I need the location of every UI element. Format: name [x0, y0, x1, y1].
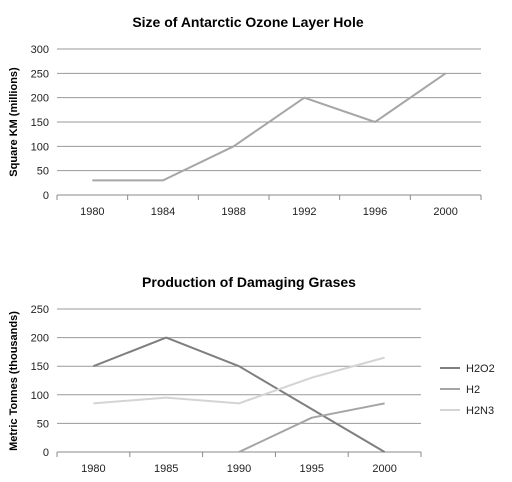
chart1-x-tick-label: 2000	[433, 206, 457, 218]
chart2-y-axis-label: Metric Tonnes (thousands)	[8, 311, 20, 451]
chart1-y-tick-label: 0	[43, 190, 49, 202]
chart2-gridlines	[57, 308, 421, 453]
legend-item-h2: H2	[440, 384, 480, 396]
legend-item-h2n3: H2N3	[440, 405, 494, 417]
chart1-title: Size of Antarctic Ozone Layer Hole	[132, 14, 364, 30]
chart1-y-tick-label: 50	[37, 166, 49, 178]
chart2-series-line-h2n3	[93, 356, 385, 405]
chart2-series-line-h2	[238, 402, 385, 453]
legend-label-h2: H2	[466, 384, 480, 396]
legend-label-h2o2: H2O2	[466, 363, 495, 375]
chart1-y-tick-label: 150	[31, 117, 49, 129]
legend-label-h2n3: H2N3	[466, 405, 494, 417]
chart2-y-tick-label: 200	[31, 333, 49, 345]
chart1-y-tick-label: 100	[31, 141, 49, 153]
chart2-y-tick-label: 250	[31, 304, 49, 316]
damaging-grases-chart: Production of Damaging Grases Metric Ton…	[8, 274, 495, 475]
chart2-x-ticks: 1980 1985 1990 1995 2000	[56, 452, 422, 475]
chart2-title: Production of Damaging Grases	[142, 274, 356, 290]
chart1-gridlines	[57, 48, 481, 196]
chart2-series-line-h2o2	[93, 336, 386, 453]
chart2-y-tick-label: 50	[37, 418, 49, 430]
chart2-x-tick-label: 1985	[154, 463, 178, 475]
legend-item-h2o2: H2O2	[440, 363, 495, 375]
chart2-x-tick-label: 2000	[372, 463, 396, 475]
chart2-y-tick-label: 100	[31, 390, 49, 402]
chart1-x-tick-label: 1992	[292, 206, 316, 218]
ozone-hole-chart: Size of Antarctic Ozone Layer Hole Squar…	[8, 14, 482, 218]
chart2-y-tick-label: 0	[43, 447, 49, 459]
chart1-series-line-0	[92, 72, 447, 182]
chart1-series	[92, 72, 447, 182]
chart2-x-tick-label: 1995	[300, 463, 324, 475]
chart1-y-axis-label: Square KM (millions)	[8, 67, 20, 177]
chart2-legend: H2O2 H2 H2N3	[440, 363, 495, 417]
chart2-x-tick-label: 1990	[227, 463, 251, 475]
chart1-x-tick-label: 1984	[151, 206, 175, 218]
chart2-series	[93, 336, 386, 453]
chart1-x-tick-label: 1996	[363, 206, 387, 218]
chart1-y-tick-label: 250	[31, 68, 49, 80]
chart1-y-tick-label: 200	[31, 93, 49, 105]
chart2-y-tick-label: 150	[31, 361, 49, 373]
chart2-y-ticks: 0 50 100 150 200 250	[31, 304, 49, 459]
chart1-y-tick-label: 300	[31, 44, 49, 56]
chart1-y-ticks: 0 50 100 150 200 250 300	[31, 44, 49, 202]
chart1-x-ticks: 1980 1984 1988 1992 1996 2000	[56, 195, 482, 218]
chart2-x-tick-label: 1980	[81, 463, 105, 475]
chart1-x-tick-label: 1980	[80, 206, 104, 218]
chart1-x-tick-label: 1988	[221, 206, 245, 218]
